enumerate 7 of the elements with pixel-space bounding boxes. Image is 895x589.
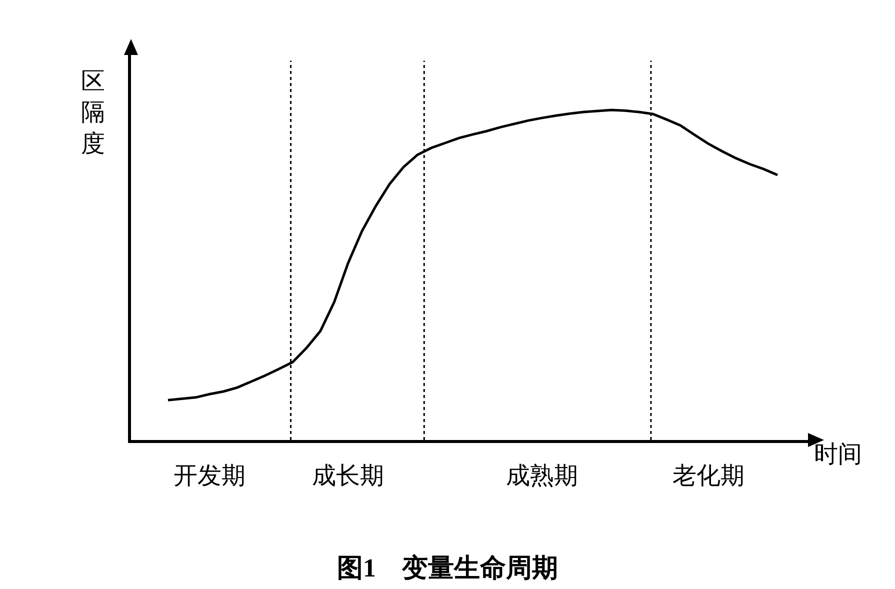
- text: 图1 变量生命周期: [337, 553, 558, 582]
- x-axis-title: 时间: [814, 442, 862, 468]
- y-axis-title: 区隔度: [81, 69, 105, 158]
- x-tick-label: 成长期: [312, 464, 384, 490]
- x-tick-label: 开发期: [174, 464, 246, 490]
- x-tick-label: 成熟期: [506, 464, 578, 490]
- x-tick-label: 老化期: [672, 464, 744, 490]
